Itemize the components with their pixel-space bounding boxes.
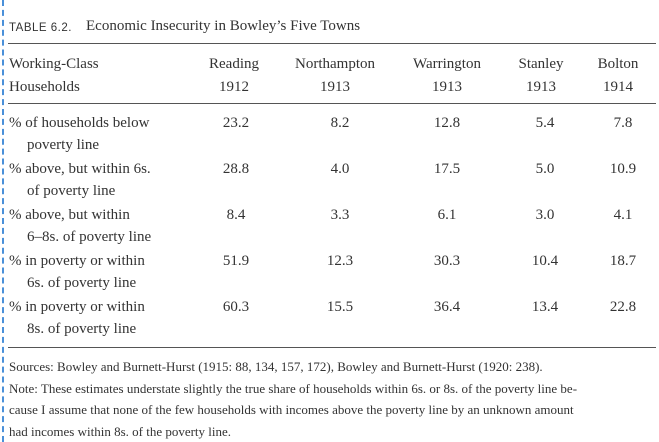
row-label: % above, but within 6s. (9, 161, 151, 177)
row-label: of poverty line (27, 183, 116, 199)
cell: 10.9 (609, 161, 637, 177)
row-label: 6s. of poverty line (27, 275, 137, 291)
cell: 8.4 (226, 207, 246, 223)
cell: 7.8 (613, 115, 633, 131)
selection-border (2, 0, 4, 442)
cell: 4.1 (613, 207, 633, 223)
rule (8, 43, 656, 44)
cell: 36.4 (433, 299, 461, 315)
cell: 5.0 (535, 161, 555, 177)
cell: 12.8 (433, 115, 461, 131)
column-header: Bolton (597, 56, 639, 72)
cell: 10.4 (531, 253, 559, 269)
column-year: 1914 (603, 79, 633, 95)
row-label: 8s. of poverty line (27, 321, 137, 337)
row-label: 6–8s. of poverty line (27, 229, 152, 245)
row-label: % in poverty or within (9, 299, 145, 315)
column-year: 1912 (219, 79, 249, 95)
cell: 4.0 (330, 161, 350, 177)
cell: 30.3 (433, 253, 461, 269)
table-label: TABLE 6.2. (9, 22, 72, 34)
row-label: poverty line (27, 137, 100, 153)
row-label: % above, but within (9, 207, 130, 223)
table-title: Economic Insecurity in Bowley’s Five Tow… (86, 18, 361, 34)
cell: 23.2 (222, 115, 250, 131)
row-label: % of households below (9, 115, 150, 131)
column-header: Stanley (518, 56, 564, 72)
cell: 17.5 (433, 161, 461, 177)
column-year: 1913 (432, 79, 462, 95)
rule (8, 347, 656, 348)
cell: 3.0 (535, 207, 555, 223)
column-header: Northampton (295, 56, 375, 72)
note: Note: These estimates understate slightl… (9, 380, 578, 396)
cell: 5.4 (535, 115, 555, 131)
row-label: % in poverty or within (9, 253, 145, 269)
cell: 51.9 (222, 253, 250, 269)
column-year: 1913 (320, 79, 350, 95)
stub-header: Households (9, 79, 80, 95)
note: Sources: Bowley and Burnett-Hurst (1915:… (9, 359, 543, 374)
cell: 18.7 (609, 253, 637, 269)
cell: 28.8 (222, 161, 250, 177)
cell: 22.8 (609, 299, 637, 315)
cell: 3.3 (330, 207, 350, 223)
rule (8, 103, 656, 104)
stub-header: Working-Class (9, 56, 99, 72)
cell: 60.3 (222, 299, 250, 315)
column-year: 1913 (526, 79, 556, 95)
note: cause I assume that none of the few hous… (9, 402, 574, 417)
cell: 12.3 (326, 253, 354, 269)
cell: 13.4 (531, 299, 559, 315)
column-header: Warrington (413, 56, 481, 72)
cell: 8.2 (330, 115, 350, 131)
cell: 15.5 (326, 299, 354, 315)
cell: 6.1 (437, 207, 457, 223)
note: had incomes within 8s. of the poverty li… (9, 423, 232, 439)
column-header: Reading (209, 56, 259, 72)
